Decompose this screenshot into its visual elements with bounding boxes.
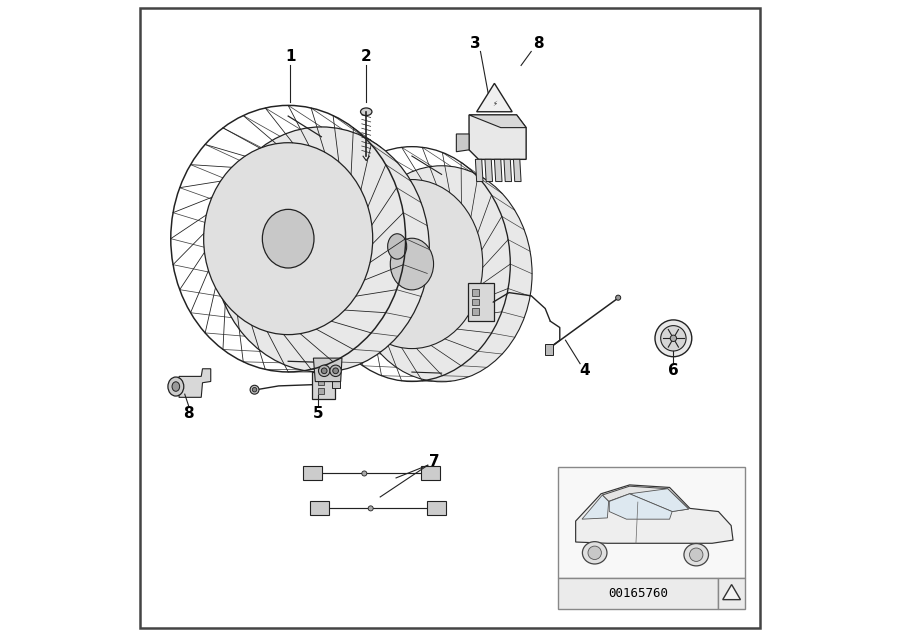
Ellipse shape: [262, 209, 314, 268]
FancyBboxPatch shape: [310, 501, 328, 515]
Polygon shape: [179, 369, 211, 398]
Bar: [472, 289, 479, 296]
Polygon shape: [609, 494, 672, 519]
Ellipse shape: [172, 382, 180, 391]
Polygon shape: [494, 160, 502, 181]
Ellipse shape: [684, 544, 708, 566]
Polygon shape: [514, 160, 521, 181]
Ellipse shape: [168, 377, 184, 396]
Ellipse shape: [670, 335, 677, 342]
Polygon shape: [582, 495, 608, 519]
Ellipse shape: [252, 387, 256, 392]
Ellipse shape: [362, 471, 367, 476]
Polygon shape: [630, 488, 688, 511]
Text: 2: 2: [361, 49, 372, 64]
FancyBboxPatch shape: [544, 344, 554, 356]
Polygon shape: [313, 358, 342, 382]
Ellipse shape: [655, 320, 692, 357]
Ellipse shape: [321, 368, 327, 374]
Polygon shape: [576, 485, 733, 543]
Text: 5: 5: [312, 406, 323, 420]
Text: 8: 8: [184, 406, 194, 420]
Text: 3: 3: [470, 36, 481, 52]
Bar: [558, 578, 718, 609]
Polygon shape: [723, 584, 741, 600]
Ellipse shape: [616, 295, 621, 300]
Ellipse shape: [661, 326, 686, 351]
FancyBboxPatch shape: [468, 283, 494, 321]
Ellipse shape: [318, 205, 343, 272]
Text: 00165760: 00165760: [608, 587, 669, 600]
Text: ⚡: ⚡: [492, 100, 497, 106]
Ellipse shape: [250, 385, 259, 394]
Ellipse shape: [341, 179, 482, 349]
Ellipse shape: [391, 238, 434, 290]
Bar: [718, 578, 745, 609]
Polygon shape: [330, 205, 415, 279]
Bar: [558, 467, 745, 578]
Ellipse shape: [330, 365, 341, 377]
FancyBboxPatch shape: [332, 376, 339, 389]
Text: 4: 4: [580, 363, 590, 378]
Text: 6: 6: [668, 363, 679, 378]
Ellipse shape: [213, 127, 429, 372]
Ellipse shape: [588, 546, 601, 560]
Polygon shape: [475, 160, 483, 181]
Ellipse shape: [368, 506, 373, 511]
Polygon shape: [504, 160, 511, 181]
Ellipse shape: [402, 215, 428, 275]
FancyBboxPatch shape: [303, 466, 322, 480]
Polygon shape: [477, 83, 512, 112]
FancyBboxPatch shape: [421, 466, 440, 480]
Ellipse shape: [351, 166, 532, 382]
Ellipse shape: [388, 234, 407, 259]
Bar: [318, 389, 324, 394]
Text: 7: 7: [429, 454, 440, 469]
Polygon shape: [602, 486, 688, 511]
Ellipse shape: [361, 108, 372, 116]
Ellipse shape: [203, 142, 373, 335]
Polygon shape: [469, 115, 526, 128]
Text: 1: 1: [284, 49, 295, 64]
Bar: [472, 299, 479, 305]
Polygon shape: [456, 134, 469, 152]
Ellipse shape: [689, 548, 703, 562]
Ellipse shape: [333, 368, 338, 374]
Polygon shape: [485, 160, 492, 181]
Polygon shape: [469, 115, 526, 160]
Text: 8: 8: [534, 36, 544, 52]
Bar: [318, 380, 324, 385]
Ellipse shape: [582, 542, 607, 564]
Ellipse shape: [319, 365, 330, 377]
Bar: [472, 308, 479, 315]
FancyBboxPatch shape: [312, 372, 335, 399]
FancyBboxPatch shape: [428, 501, 446, 515]
